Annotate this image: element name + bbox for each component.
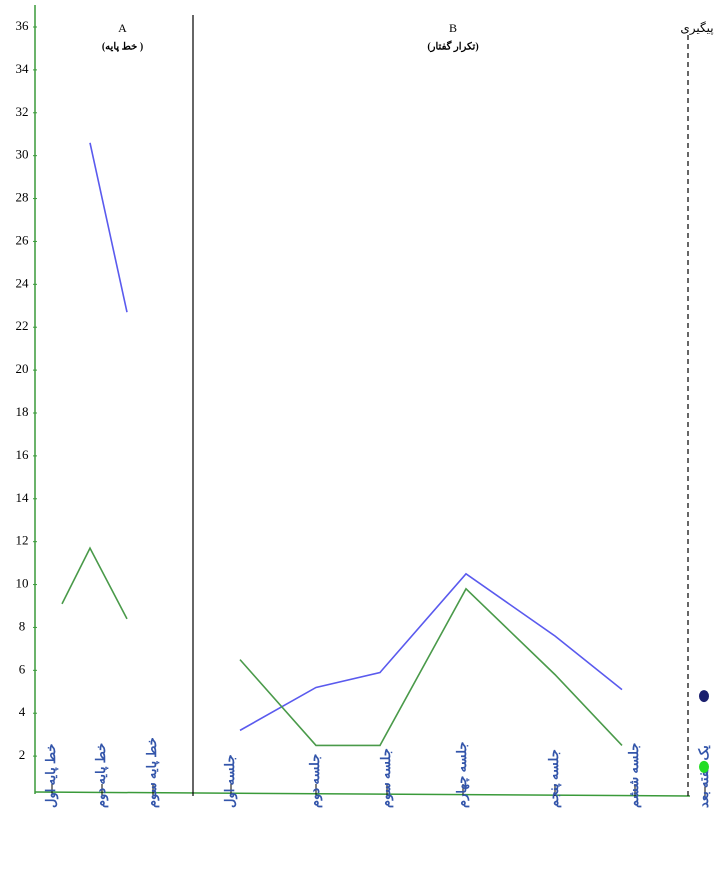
y-tick-label: 36: [16, 18, 30, 33]
phase-label: A: [118, 21, 127, 35]
x-axis: [34, 791, 691, 797]
line: [61, 546, 128, 620]
y-tick-label: 24: [16, 275, 30, 290]
y-tick-label: 8: [19, 618, 26, 633]
y-tick-label: 4: [19, 704, 26, 719]
y-tick-label: 2: [19, 747, 26, 762]
y-tick-label: 14: [16, 490, 30, 505]
line: [89, 142, 128, 313]
x-tick-label: جلسه سوم: [378, 748, 394, 808]
y-tick-label: 20: [16, 361, 29, 376]
phase-label: B: [449, 21, 457, 35]
phase-label: پیگیری: [680, 21, 713, 35]
x-tick-label: خط پایه اول: [43, 744, 59, 808]
y-tick-label: 30: [16, 147, 29, 162]
x-tick-label: جلسه اول: [222, 755, 238, 809]
x-tick-label: جلسه دوم: [307, 754, 323, 808]
y-tick-label: 12: [16, 533, 29, 548]
y-tick-label: 16: [16, 447, 30, 462]
y-tick-label: 6: [19, 661, 26, 676]
phase-sublabel: (تکرار گفتار): [427, 39, 478, 52]
y-tick-label: 34: [16, 61, 30, 76]
y-tick-label: 28: [16, 190, 29, 205]
x-tick-label: جلسه ششم: [626, 743, 642, 808]
x-tick-label: خط پایه سوم: [144, 737, 160, 808]
x-tick-label: جلسه چهارم: [454, 742, 470, 808]
y-tick-label: 32: [16, 104, 29, 119]
y-tick-label: 22: [16, 318, 29, 333]
point: [699, 690, 709, 703]
y-tick-label: 18: [16, 404, 29, 419]
x-tick-label: خط پایه دوم: [93, 743, 109, 808]
x-tick-label: جلسه پنجم: [546, 749, 562, 808]
line: [239, 572, 623, 732]
y-tick-label: 26: [16, 232, 30, 247]
line: [239, 587, 623, 747]
y-tick-label: 10: [16, 576, 29, 591]
x-tick-label: یک هفته بعد: [696, 745, 711, 808]
phase-sublabel: (خط پایه ): [102, 41, 143, 52]
point: [699, 760, 709, 773]
